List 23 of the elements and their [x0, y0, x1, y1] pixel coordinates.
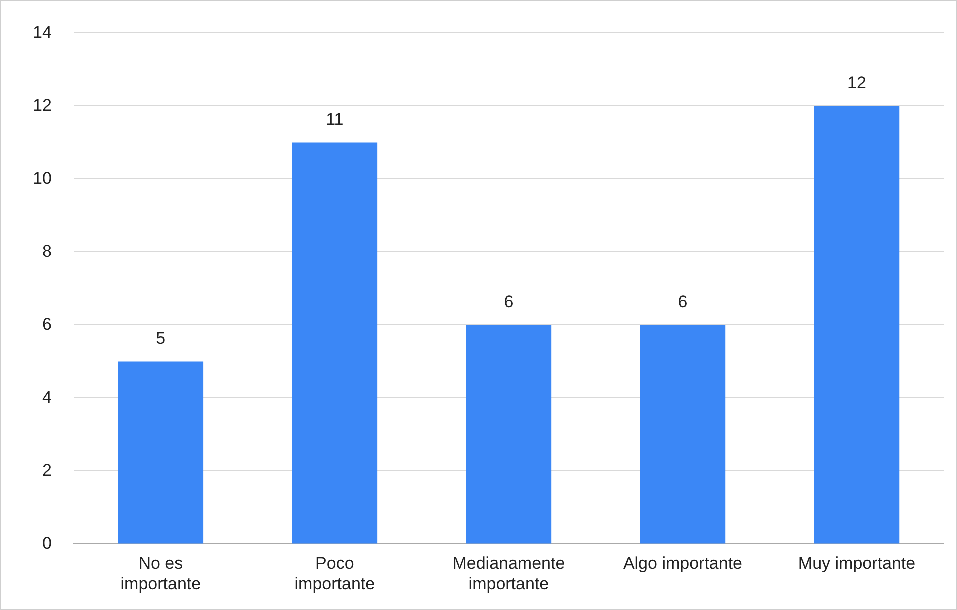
bar	[292, 142, 378, 544]
bar	[466, 325, 552, 544]
y-tick-label: 2	[42, 460, 52, 480]
y-tick-label: 4	[42, 388, 52, 407]
data-label: 6	[678, 292, 688, 312]
y-tick-label: 10	[32, 168, 52, 188]
y-tick-label: 8	[42, 242, 52, 261]
x-tick-label: No es importante	[120, 554, 202, 594]
x-tick-label: Poco importante	[294, 554, 376, 594]
x-tick-label: Algo importante	[623, 554, 743, 574]
data-label: 12	[848, 73, 866, 92]
x-tick-label: Medianamente importante	[452, 554, 566, 594]
data-label: 6	[504, 292, 514, 312]
data-label: 5	[156, 328, 166, 348]
y-tick-label: 14	[32, 22, 52, 42]
bar	[640, 325, 726, 544]
data-label: 11	[326, 110, 344, 129]
y-tick-label: 0	[42, 534, 52, 553]
x-tick-label: Muy importante	[798, 554, 916, 574]
bar	[118, 362, 204, 544]
y-tick-label: 6	[42, 314, 52, 334]
bar	[814, 106, 900, 544]
y-tick-label: 12	[32, 96, 52, 115]
